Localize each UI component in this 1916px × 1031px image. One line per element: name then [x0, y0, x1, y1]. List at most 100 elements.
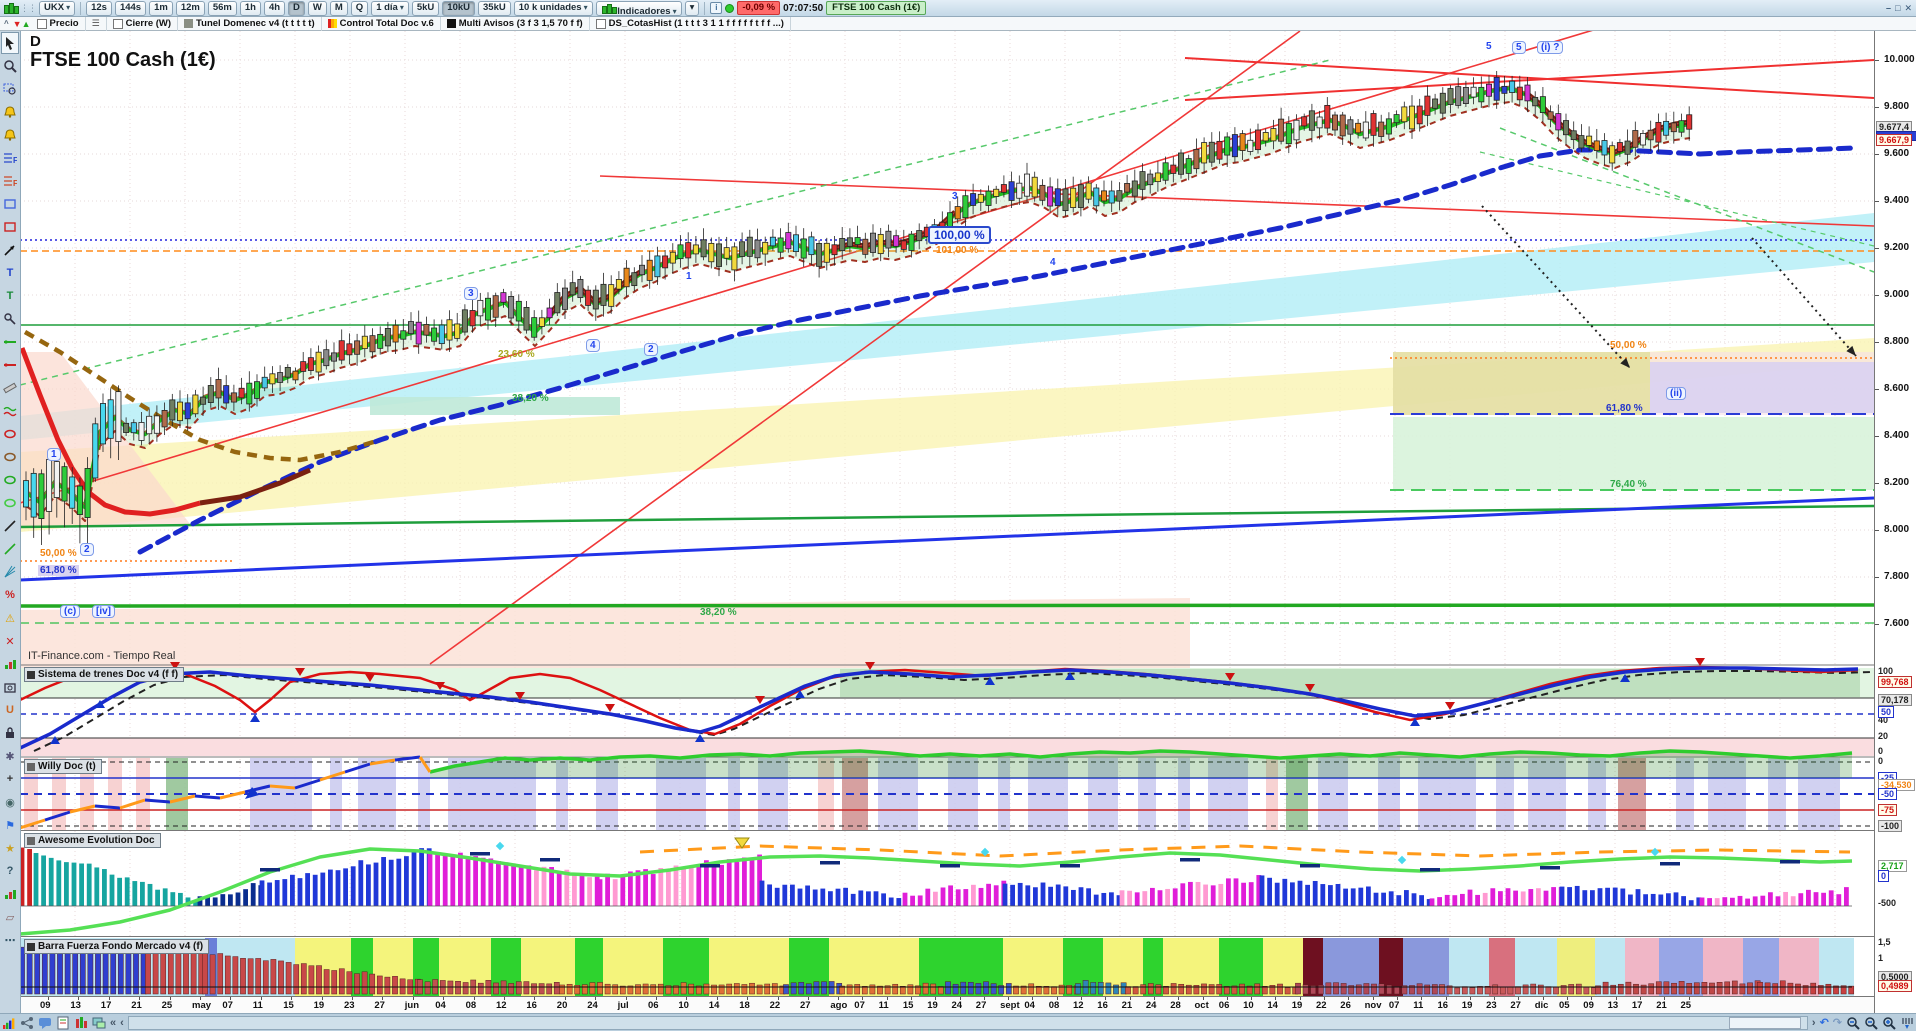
pan-down-button[interactable]: [1899, 1016, 1915, 1030]
wave-label[interactable]: 3: [952, 191, 958, 202]
panel-header-awesome-evolution[interactable]: Awesome Evolution Doc: [24, 833, 161, 848]
report-icon[interactable]: [55, 1016, 71, 1030]
wave-label[interactable]: 3: [464, 287, 478, 300]
timeframe-button-12m[interactable]: 12m: [175, 0, 205, 16]
overlay-item-0[interactable]: Precio: [31, 16, 86, 31]
settings-icon[interactable]: ✱: [1, 745, 19, 767]
scroll-left-button[interactable]: ‹: [120, 1016, 124, 1029]
timeframe-button-M[interactable]: M: [329, 0, 348, 16]
wave-label[interactable]: 1: [686, 271, 692, 282]
wave-label[interactable]: 2: [80, 543, 94, 556]
snapshot-icon[interactable]: [1, 676, 19, 698]
share-icon[interactable]: [19, 1016, 35, 1030]
ruler-icon[interactable]: [1, 377, 19, 399]
ellipse-green-icon[interactable]: [1, 469, 19, 491]
checkbox[interactable]: [595, 18, 606, 29]
star-icon[interactable]: ★: [1, 837, 19, 859]
magnet-icon[interactable]: U: [1, 699, 19, 721]
timeframe-button-Q[interactable]: Q: [350, 0, 369, 16]
timeframe-button-4h[interactable]: 4h: [263, 0, 286, 16]
wave-label[interactable]: 5: [1512, 41, 1526, 54]
more-icon[interactable]: ⋯: [1, 929, 19, 951]
timeframe-button-1m[interactable]: 1m: [149, 0, 173, 16]
indicators-button[interactable]: Indicadores ▾: [595, 0, 682, 17]
zoom-icon[interactable]: [1, 55, 19, 77]
ellipse-green-2-icon[interactable]: [1, 492, 19, 514]
ellipse-brown-icon[interactable]: [1, 446, 19, 468]
minimize-button[interactable]: –: [1886, 2, 1892, 13]
wave-label[interactable]: (ii): [1666, 387, 1687, 400]
maximize-button[interactable]: □: [1895, 2, 1901, 13]
checkbox[interactable]: [36, 18, 47, 29]
scrollbar-thumb[interactable]: [1728, 1016, 1801, 1029]
scroll-far-left-button[interactable]: «: [110, 1016, 117, 1029]
wave-label[interactable]: (i) ?: [1537, 41, 1564, 54]
timeframe-button-D[interactable]: D: [288, 0, 305, 16]
collapse-toolbar-icon[interactable]: ^: [4, 19, 9, 28]
timeframe-button-144s[interactable]: 144s: [114, 0, 147, 16]
delete-icon[interactable]: ✕: [1, 630, 19, 652]
chart-mini-icon[interactable]: [1, 883, 19, 905]
timeframe-button-56m[interactable]: 56m: [207, 0, 237, 16]
units-dropdown[interactable]: 10 k unidades ▾: [513, 0, 593, 16]
timeframe-button-W[interactable]: W: [307, 0, 327, 16]
ellipse-red-icon[interactable]: [1, 423, 19, 445]
chart-canvas[interactable]: [20, 31, 1916, 996]
zoom-in-button[interactable]: [1881, 1016, 1897, 1030]
price-axis[interactable]: [1874, 31, 1916, 1013]
hline-red-icon[interactable]: [1, 354, 19, 376]
period-dropdown[interactable]: 1 día ▾: [371, 0, 409, 16]
hline-green-icon[interactable]: [1, 331, 19, 353]
undo-button[interactable]: ↶: [1819, 1017, 1829, 1029]
alert-add-icon[interactable]: [1, 101, 19, 123]
overlay-item-1[interactable]: ☰: [86, 16, 107, 31]
panel-header-sistema-de-trenes[interactable]: Sistema de trenes Doc v4 (f f): [24, 667, 185, 682]
overlay-item-4[interactable]: Control Total Doc v.6: [322, 16, 441, 31]
chart-scrollbar[interactable]: [127, 1015, 1808, 1030]
pitchfork-icon[interactable]: [1, 561, 19, 583]
zoom-out-button[interactable]: [1863, 1016, 1879, 1030]
trendline-icon[interactable]: [1, 515, 19, 537]
wave-label[interactable]: [iv]: [92, 605, 115, 618]
panel-header-willy-doc[interactable]: Willy Doc (t): [24, 759, 102, 774]
eye-icon[interactable]: ◉: [1, 791, 19, 813]
anchor-icon[interactable]: [1, 308, 19, 330]
wave-label[interactable]: (c): [60, 605, 81, 618]
warning-icon[interactable]: ⚠: [1, 607, 19, 629]
redo-button[interactable]: ↷: [1832, 1017, 1842, 1029]
time-axis[interactable]: 09 13 17 21 25 may 07 11 15 19 23 27 jun 04 08 12 16 20 24…: [20, 996, 1874, 1013]
buy-arrow-icon[interactable]: ▲: [21, 18, 31, 29]
sell-arrow-icon[interactable]: ▼: [12, 18, 22, 29]
wave-label[interactable]: 4: [1050, 257, 1056, 268]
info-icon[interactable]: i: [710, 2, 723, 14]
fib-projection-icon[interactable]: F: [1, 170, 19, 192]
overlay-item-5[interactable]: Multi Avisos (3 f 3 1,5 70 f f): [441, 16, 590, 31]
percent-icon[interactable]: %: [1, 584, 19, 606]
wave-label[interactable]: 5: [1486, 41, 1492, 52]
crosshair-icon[interactable]: +: [1, 768, 19, 790]
channel-icon[interactable]: [1, 400, 19, 422]
help-icon[interactable]: ?: [1, 860, 19, 882]
units-button-10kU[interactable]: 10kU: [442, 0, 476, 16]
toolbar-grip[interactable]: ⋮⋮: [20, 3, 37, 13]
overlay-item-2[interactable]: Cierre (W): [107, 16, 179, 31]
text-icon[interactable]: T: [1, 262, 19, 284]
flag-icon[interactable]: ⚑: [1, 814, 19, 836]
list-icon[interactable]: ☰: [91, 18, 100, 28]
compare-icon[interactable]: [73, 1016, 89, 1030]
eraser-icon[interactable]: ▱: [1, 906, 19, 928]
zoom-area-icon[interactable]: [1, 78, 19, 100]
screens-icon[interactable]: [91, 1016, 107, 1030]
zoom-fit-button[interactable]: [1845, 1016, 1861, 1030]
indicators-more-dropdown[interactable]: ▾: [684, 0, 700, 16]
timeframe-button-1h[interactable]: 1h: [239, 0, 261, 16]
close-button[interactable]: ✕: [1904, 2, 1912, 13]
lock-icon[interactable]: [1, 722, 19, 744]
wave-label[interactable]: 1: [47, 448, 61, 461]
pointer-icon[interactable]: [1, 32, 19, 54]
checkbox[interactable]: [112, 18, 123, 29]
arrow-icon[interactable]: [1, 239, 19, 261]
fib-levels-icon[interactable]: F: [1, 147, 19, 169]
chat-icon[interactable]: [37, 1016, 53, 1030]
panel-header-barra-fuerza[interactable]: Barra Fuerza Fondo Mercado v4 (f): [24, 939, 210, 954]
